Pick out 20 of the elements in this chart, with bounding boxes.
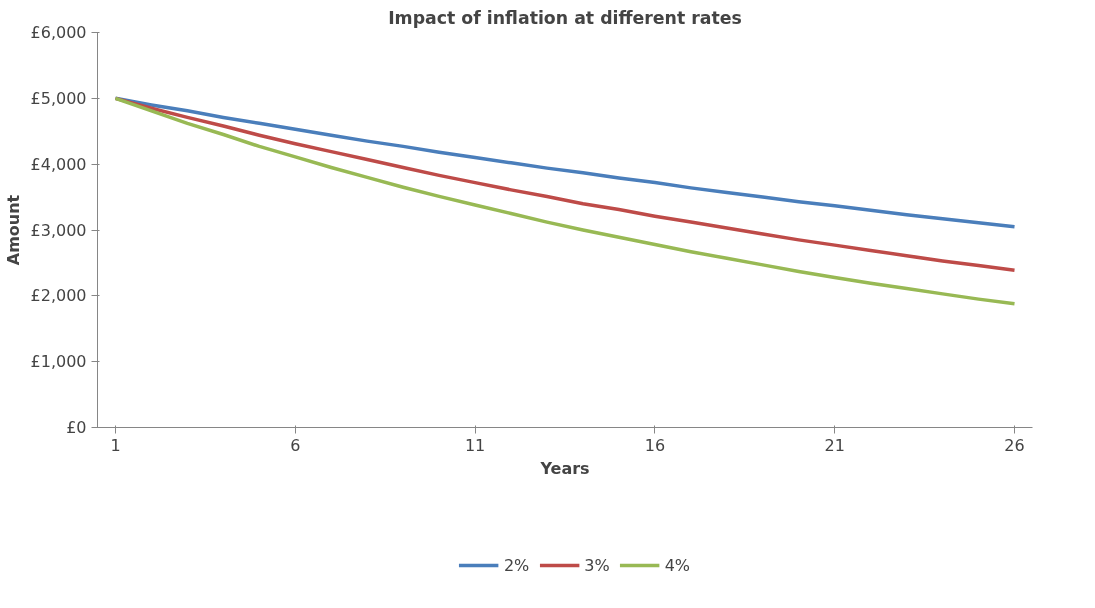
legend-label: 3% bbox=[584, 555, 610, 575]
y-tick-label: £5,000 bbox=[30, 88, 87, 108]
legend-label: 2% bbox=[503, 555, 530, 575]
x-tick-label: 1 bbox=[110, 435, 121, 455]
x-tick-label: 26 bbox=[1004, 435, 1025, 455]
y-tick-label: £1,000 bbox=[30, 352, 87, 372]
x-tick-label: 11 bbox=[464, 435, 486, 455]
y-tick-label: £4,000 bbox=[30, 154, 87, 174]
chart-title: Impact of inflation at different rates bbox=[388, 7, 742, 28]
y-tick-label: £0 bbox=[66, 418, 87, 437]
y-tick-label: £6,000 bbox=[30, 23, 87, 42]
x-tick-label: 21 bbox=[824, 435, 845, 455]
x-tick-label: 6 bbox=[290, 435, 301, 455]
y-tick-label: £3,000 bbox=[30, 220, 87, 240]
x-tick-label: 16 bbox=[644, 435, 666, 455]
x-axis-title: Years bbox=[539, 458, 590, 478]
y-tick-label: £2,000 bbox=[30, 286, 87, 306]
legend-label: 4% bbox=[664, 555, 691, 575]
line-series bbox=[113, 96, 1017, 306]
y-axis-title: Amount bbox=[3, 194, 23, 266]
